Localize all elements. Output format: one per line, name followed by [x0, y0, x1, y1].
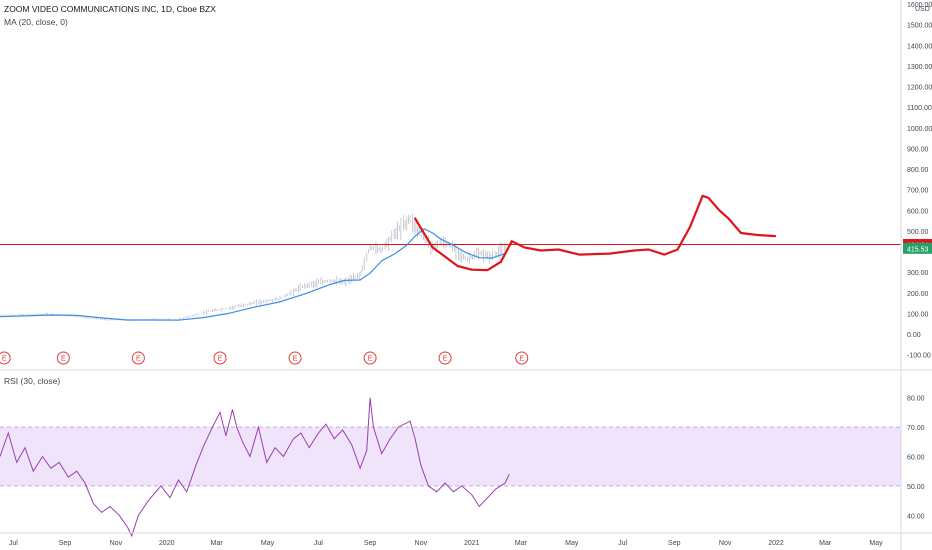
price-axis-tick-label: 0.00 [907, 332, 921, 339]
time-axis-tick-label: Mar [515, 540, 528, 547]
rsi-line [0, 397, 510, 538]
price-axis-tick-label: 100.00 [907, 311, 929, 318]
price-axis-tick-label: 700.00 [907, 188, 929, 195]
time-axis-tick-label: May [261, 540, 275, 547]
earnings-marker-icon [363, 351, 377, 365]
price-badge [903, 242, 932, 254]
symbol-title: ZOOM VIDEO COMMUNICATIONS INC, 1D, Cboe … [4, 4, 216, 14]
rsi-indicator-label: RSI (30, close) [4, 376, 61, 386]
time-axis-tick-label: 2021 [464, 540, 480, 547]
time-axis-tick-label: May [565, 540, 579, 547]
earnings-marker-icon [0, 351, 11, 365]
price-axis-tick-label: 1600.00 [907, 2, 932, 9]
earnings-marker-icon [288, 351, 302, 365]
price-axis-tick-label: 300.00 [907, 270, 929, 277]
rsi-axis-tick-label: 40.00 [907, 513, 925, 520]
time-axis-tick-label: Jul [314, 540, 323, 547]
time-axis-tick-label: Sep [668, 540, 681, 547]
price-axis-tick-label: 1400.00 [907, 43, 932, 50]
earnings-marker-label: E [136, 356, 141, 363]
ma-indicator-label: MA (20, close, 0) [4, 17, 68, 27]
time-axis-tick-label: May [869, 540, 883, 547]
series-layer [0, 194, 901, 321]
rsi-band [0, 426, 901, 487]
time-axis-tick-label: 2022 [768, 540, 784, 547]
currency-label: USD [915, 6, 930, 13]
rsi-axis-tick-label: 80.00 [907, 396, 925, 403]
time-axis-tick-label: Mar [211, 540, 224, 547]
price-axis-tick-label: 500.00 [907, 229, 929, 236]
time-axis-tick-label: Nov [415, 540, 428, 547]
price-candles [0, 213, 507, 322]
ma-line [0, 228, 506, 321]
time-axis-tick-label: Sep [59, 540, 72, 547]
time-axis-tick-label: Nov [110, 540, 123, 547]
earnings-marker-icon [213, 351, 227, 365]
earnings-marker-label: E [368, 356, 373, 363]
earnings-marker-icon [131, 351, 145, 365]
earnings-marker-label: E [519, 356, 524, 363]
rsi-axis-tick-label: 60.00 [907, 455, 925, 462]
earnings-marker-label: E [443, 356, 448, 363]
price-badges: 434.24415.53 [903, 238, 932, 254]
price-axis-tick-label: 1500.00 [907, 23, 932, 30]
time-axis-tick-label: Jul [618, 540, 627, 547]
price-badge-label: 415.53 [907, 246, 929, 253]
earnings-marker-icon [515, 351, 529, 365]
price-axis-tick-label: -100.00 [907, 353, 931, 360]
price-axis-tick-label: 600.00 [907, 208, 929, 215]
time-axis-tick-label: Nov [719, 540, 732, 547]
time-axis-tick-label: Mar [819, 540, 832, 547]
earnings-marker-label: E [2, 356, 7, 363]
earnings-marker-label: E [61, 356, 66, 363]
earnings-marker-label: E [218, 356, 223, 363]
price-axis-tick-label: 1100.00 [907, 105, 932, 112]
forecast-drawing-line [414, 194, 777, 272]
rsi-axis-tick-label: 70.00 [907, 425, 925, 432]
earnings-marker-label: E [293, 356, 298, 363]
price-axis-tick-label: 800.00 [907, 167, 929, 174]
time-axis-tick-label: Sep [364, 540, 377, 547]
rsi-axis-tick-label: 50.00 [907, 484, 925, 491]
price-axis-tick-label: 900.00 [907, 146, 929, 153]
rsi-band-fill [0, 427, 901, 486]
earnings-marker-icon [438, 351, 452, 365]
rsi-layer [0, 397, 510, 538]
time-axis-tick-label: 2020 [159, 540, 175, 547]
price-axis-tick-label: 1200.00 [907, 85, 932, 92]
price-axis-tick-label: 200.00 [907, 291, 929, 298]
price-axis-tick-label: 1300.00 [907, 64, 932, 71]
earnings-marker-icon [56, 351, 70, 365]
price-axis-tick-label: 1000.00 [907, 126, 932, 133]
time-axis-tick-label: Jul [9, 540, 18, 547]
